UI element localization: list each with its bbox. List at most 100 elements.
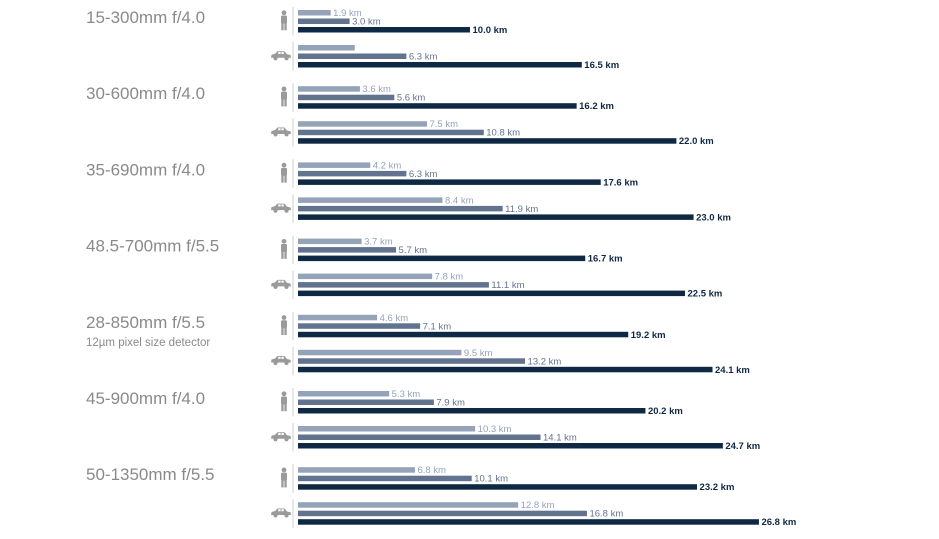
person-bar-medium (298, 18, 350, 24)
vehicle-bar-set: 10.3 km 14.1 km 24.7 km (271, 423, 760, 452)
person-bar-medium (298, 94, 395, 101)
person-bar-light (298, 314, 378, 321)
vehicle-bar-set: 7.8 km 11.1 km 22.5 km (271, 270, 723, 300)
person-bar-medium (298, 170, 407, 177)
vehicle-bar-dark (298, 366, 713, 373)
vehicle-value-label-medium: 11.1 km (491, 280, 524, 291)
vehicle-value-label-light: 9.5 km (464, 348, 493, 359)
person-icon (281, 10, 287, 31)
person-value-label-light: 5.3 km (392, 389, 421, 400)
vehicle-value-label-dark: 22.5 km (688, 289, 723, 300)
vehicle-bar-set: 9.5 km 13.2 km 24.1 km (271, 346, 750, 376)
vehicle-bar-light (298, 197, 443, 203)
person-value-label-dark: 16.2 km (579, 101, 614, 112)
person-value-label-medium: 7.9 km (436, 398, 465, 409)
person-bar-medium (298, 247, 397, 253)
person-bar-dark (298, 408, 646, 414)
vehicle-value-label-light: 10.3 km (478, 424, 512, 435)
person-bar-dark (298, 484, 698, 490)
lens-title: 48.5-700mm f/5.5 (86, 237, 219, 256)
car-icon (271, 432, 291, 442)
lens-group: 15-300mm f/4.0 1.9 km3.0 km 10.0 km 6.3 km 1… (86, 7, 619, 71)
lens-group: 48.5-700mm f/5.5 3.7 km 5.7 km 16.7 km 7.8 k… (86, 235, 723, 300)
lens-title: 50-1350mm f/5.5 (86, 465, 215, 484)
vehicle-bar-medium (298, 53, 407, 59)
vehicle-value-label-dark: 24.7 km (725, 441, 760, 452)
vehicle-value-label-light: 7.8 km (435, 272, 464, 283)
person-value-label-light: 3.7 km (364, 237, 393, 248)
person-value-label-medium: 10.1 km (474, 474, 508, 485)
person-value-label-dark: 16.7 km (588, 254, 623, 265)
person-bar-medium (298, 399, 434, 405)
car-icon (271, 356, 291, 366)
vehicle-bar-dark (298, 138, 677, 144)
vehicle-value-label-light: 7.5 km (430, 119, 459, 130)
lens-subtitle: 12µm pixel size detector (86, 337, 210, 349)
person-bar-set: 4.6 km 7.1 km 19.2 km (281, 311, 666, 341)
vehicle-bar-set: 7.5 km 10.8 km 22.0 km (271, 118, 714, 147)
person-value-label-dark: 23.2 km (700, 482, 735, 493)
vehicle-bar-dark (298, 443, 723, 449)
person-bar-medium (298, 475, 472, 482)
lens-title: 30-600mm f/4.0 (86, 84, 205, 103)
person-bar-set: 6.8 km 10.1 km 23.2 km (281, 464, 734, 493)
person-icon (281, 467, 287, 488)
vehicle-bar-medium (298, 510, 587, 517)
person-bar-medium (298, 323, 421, 329)
person-bar-set: 1.9 km3.0 km 10.0 km (281, 7, 507, 36)
vehicle-value-label-dark: 24.1 km (715, 365, 750, 376)
person-bar-set: 5.3 km 7.9 km 20.2 km (281, 388, 683, 417)
person-bar-dark (298, 103, 577, 109)
vehicle-value-label-light: 12.8 km (521, 500, 555, 511)
vehicle-bar-light (298, 349, 462, 356)
person-value-label-dark: 10.0 km (473, 25, 508, 36)
person-icon (281, 238, 287, 259)
vehicle-value-label-medium: 13.2 km (528, 356, 562, 367)
lens-group: 45-900mm f/4.0 5.3 km 7.9 km 20.2 km 10.3 km… (86, 388, 760, 452)
person-bar-dark (298, 27, 470, 33)
person-value-label-dark: 20.2 km (648, 406, 683, 417)
car-icon (271, 508, 291, 518)
vehicle-bar-set: 12.8 km 16.8 km 26.8 km (271, 499, 796, 528)
vehicle-value-label-light: 8.4 km (445, 195, 474, 206)
person-value-label-light: 3.6 km (362, 84, 391, 95)
person-icon (281, 391, 287, 412)
person-bar-set: 4.2 km 6.3 km 17.6 km (281, 159, 638, 188)
vehicle-bar-medium (298, 282, 489, 288)
person-value-label-medium: 6.3 km (409, 169, 438, 180)
person-bar-set: 3.7 km 5.7 km 16.7 km (281, 235, 623, 265)
vehicle-bar-light (298, 121, 427, 127)
person-value-label-dark: 17.6 km (603, 177, 638, 188)
car-icon (271, 127, 291, 137)
lens-group: 50-1350mm f/5.5 6.8 km 10.1 km 23.2 km 12.8 … (86, 464, 796, 528)
person-value-label-medium: 5.7 km (399, 245, 428, 256)
vehicle-bar-set: 8.4 km 11.9 km 23.0 km (271, 194, 731, 223)
person-value-label-light: 4.6 km (380, 313, 409, 324)
person-value-label-medium: 5.6 km (397, 93, 426, 104)
car-icon (271, 51, 291, 61)
person-bar-light (298, 238, 362, 245)
lens-group: 30-600mm f/4.0 3.6 km 5.6 km 16.2 km 7.5 km 1… (86, 83, 714, 147)
vehicle-bar-light (298, 426, 476, 432)
person-bar-light (298, 86, 360, 92)
vehicle-bar-medium (298, 205, 503, 212)
person-icon (281, 86, 287, 107)
lens-title: 28-850mm f/5.5 (86, 313, 205, 332)
person-bar-set: 3.6 km 5.6 km 16.2 km (281, 83, 614, 112)
vehicle-bar-light (298, 502, 519, 508)
vehicle-bar-light (298, 273, 433, 280)
vehicle-bar-medium (298, 129, 484, 136)
vehicle-bar-dark (298, 214, 694, 220)
person-value-label-light: 4.2 km (373, 160, 402, 171)
lens-title: 45-900mm f/4.0 (86, 389, 205, 408)
person-bar-light (298, 467, 415, 473)
person-bar-dark (298, 255, 586, 262)
person-bar-dark (298, 179, 601, 185)
person-value-label-light: 6.8 km (417, 465, 446, 476)
vehicle-value-label-medium: 14.1 km (543, 433, 577, 444)
car-icon (271, 203, 291, 213)
person-bar-dark (298, 331, 629, 338)
lens-group: 35-690mm f/4.0 4.2 km 6.3 km 17.6 km 8.4 km 1… (86, 159, 731, 223)
person-bar-light (298, 162, 371, 168)
vehicle-value-label-dark: 22.0 km (679, 136, 714, 147)
